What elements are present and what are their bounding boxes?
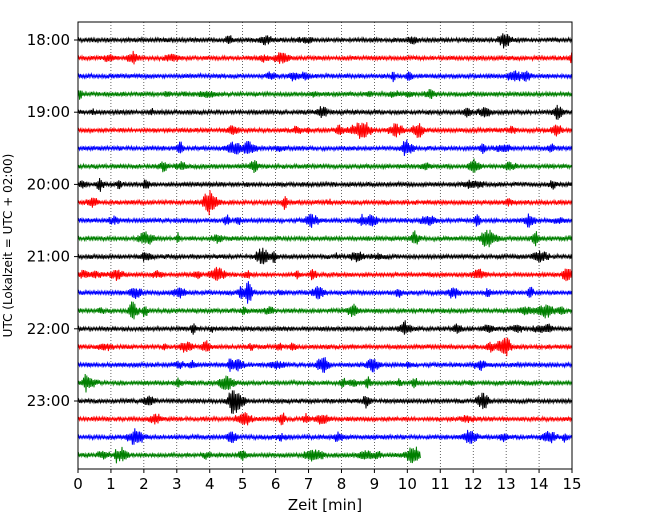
x-tick-label-11: 11 <box>431 475 450 493</box>
y-tick-label-2100: 21:00 <box>27 248 70 266</box>
trace-row-2200 <box>77 320 573 335</box>
x-tick-label-15: 15 <box>562 475 581 493</box>
x-tick-label-13: 13 <box>497 475 516 493</box>
trace-row-1845 <box>77 89 573 100</box>
plot-frame <box>77 21 573 470</box>
y-tick-label-1800: 18:00 <box>27 31 70 49</box>
trace-row-1915 <box>77 122 573 139</box>
x-tick-label-7: 7 <box>304 475 314 493</box>
x-tick-label-14: 14 <box>530 475 549 493</box>
y-tick-label-2300: 23:00 <box>27 392 70 410</box>
x-tick-label-3: 3 <box>172 475 182 493</box>
trace-row-1945 <box>77 158 573 174</box>
x-tick-label-5: 5 <box>238 475 248 493</box>
trace-row-1900 <box>77 104 573 120</box>
trace-row-1830 <box>77 70 573 83</box>
trace-row-2230 <box>77 357 573 373</box>
y-tick-label-2200: 22:00 <box>27 320 70 338</box>
trace-row-2330 <box>77 428 573 445</box>
x-axis-ticks: 0 1 2 3 4 5 6 7 8 9 10 11 12 13 14 15 <box>73 469 582 493</box>
x-tick-label-12: 12 <box>464 475 483 493</box>
trace-row-2030 <box>77 213 573 228</box>
x-tick-label-10: 10 <box>398 475 417 493</box>
y-tick-label-1900: 19:00 <box>27 103 70 121</box>
x-tick-label-1: 1 <box>106 475 116 493</box>
trace-row-2300 <box>77 390 573 414</box>
trace-row-1800 <box>77 33 573 49</box>
seismogram-traces <box>77 33 573 464</box>
trace-row-2145 <box>77 301 573 320</box>
y-axis-label: UTC (Lokalzeit = UTC + 02:00) <box>1 154 15 338</box>
trace-row-2115 <box>77 266 573 282</box>
x-tick-label-6: 6 <box>271 475 281 493</box>
trace-row-2000 <box>77 177 573 192</box>
y-axis-ticks: 18:00 19:00 20:00 21:00 22:00 23:00 <box>27 31 78 410</box>
trace-row-2215 <box>77 337 573 357</box>
trace-row-2315 <box>77 412 573 426</box>
x-tick-label-4: 4 <box>205 475 215 493</box>
trace-row-1815 <box>77 50 573 65</box>
trace-row-2130 <box>77 281 573 304</box>
trace-row-2345 <box>77 446 421 464</box>
x-tick-label-8: 8 <box>337 475 347 493</box>
x-tick-label-0: 0 <box>73 475 83 493</box>
trace-row-2245 <box>77 373 573 393</box>
trace-row-1930 <box>77 139 573 157</box>
trace-row-2045 <box>77 229 573 248</box>
trace-row-2100 <box>77 247 573 265</box>
x-tick-label-2: 2 <box>139 475 149 493</box>
x-axis-label: Zeit [min] <box>288 496 362 514</box>
y-tick-label-2000: 20:00 <box>27 175 70 193</box>
x-tick-label-9: 9 <box>370 475 380 493</box>
grid-lines <box>110 22 540 469</box>
trace-row-2015 <box>77 190 573 216</box>
